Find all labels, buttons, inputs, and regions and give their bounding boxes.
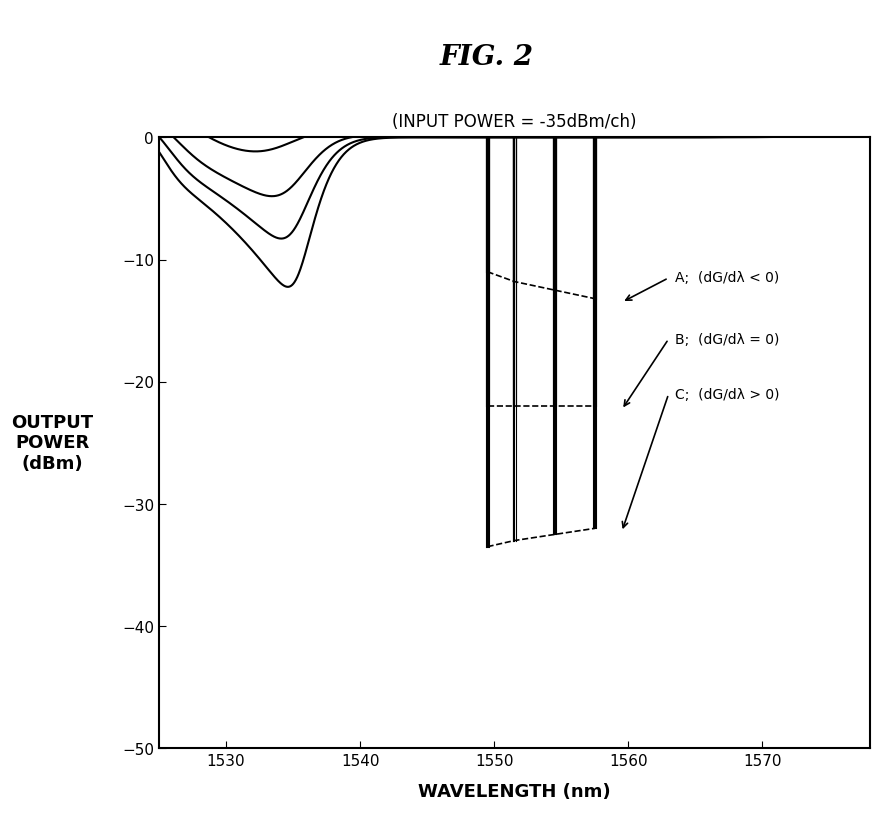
Text: C;  (dG/dλ > 0): C; (dG/dλ > 0) xyxy=(674,387,779,401)
Text: B;  (dG/dλ = 0): B; (dG/dλ = 0) xyxy=(674,333,779,346)
X-axis label: WAVELENGTH (nm): WAVELENGTH (nm) xyxy=(417,782,610,800)
Y-axis label: OUTPUT
POWER
(dBm): OUTPUT POWER (dBm) xyxy=(11,413,94,473)
Text: FIG. 2: FIG. 2 xyxy=(439,43,533,71)
Text: A;  (dG/dλ < 0): A; (dG/dλ < 0) xyxy=(674,271,779,285)
Title: (INPUT POWER = -35dBm/ch): (INPUT POWER = -35dBm/ch) xyxy=(392,112,636,130)
